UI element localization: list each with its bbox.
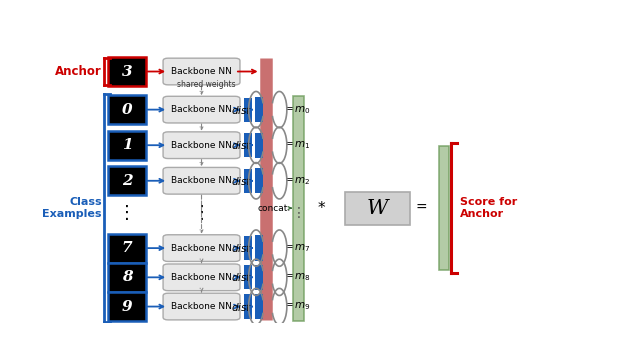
Text: $= m_8$: $= m_8$	[282, 272, 311, 283]
FancyBboxPatch shape	[108, 57, 146, 86]
Text: $dist$: $dist$	[231, 175, 252, 187]
Text: $dist$: $dist$	[231, 242, 252, 254]
Text: Backbone NN: Backbone NN	[171, 273, 232, 282]
Bar	[255, 97, 262, 122]
FancyBboxPatch shape	[108, 95, 146, 124]
Bar	[255, 132, 262, 158]
Text: shared weights: shared weights	[177, 80, 236, 89]
Text: $= m_0$: $= m_0$	[282, 104, 311, 115]
Text: 9: 9	[122, 299, 132, 314]
FancyBboxPatch shape	[163, 58, 240, 85]
Text: $= m_7$: $= m_7$	[282, 242, 311, 254]
Text: $= m_2$: $= m_2$	[282, 175, 311, 187]
Bar	[244, 265, 252, 289]
Text: Backbone NN: Backbone NN	[171, 244, 232, 253]
Text: $dist$: $dist$	[231, 301, 252, 313]
Text: ⋮: ⋮	[193, 204, 211, 221]
Bar	[244, 236, 252, 260]
Text: Score for
Anchor: Score for Anchor	[460, 197, 517, 219]
Text: $= m_1$: $= m_1$	[282, 139, 311, 151]
Bar	[438, 146, 449, 270]
Text: ⋮: ⋮	[118, 204, 136, 221]
Bar	[255, 294, 262, 319]
Text: Backbone NN: Backbone NN	[171, 141, 232, 150]
Text: Backbone NN: Backbone NN	[171, 302, 232, 311]
FancyBboxPatch shape	[108, 166, 146, 195]
Bar	[255, 265, 262, 290]
Bar	[244, 294, 252, 319]
Text: Anchor: Anchor	[55, 65, 102, 78]
Bar	[244, 98, 252, 122]
Text: 0: 0	[122, 103, 132, 117]
Bar	[292, 96, 304, 321]
Text: *: *	[317, 201, 325, 216]
FancyBboxPatch shape	[163, 264, 240, 291]
Text: =: =	[415, 201, 427, 215]
FancyBboxPatch shape	[163, 132, 240, 159]
FancyBboxPatch shape	[163, 235, 240, 261]
Text: ⋮: ⋮	[291, 205, 305, 220]
Text: W: W	[367, 199, 388, 217]
Text: $= m_9$: $= m_9$	[282, 301, 311, 313]
Bar	[255, 168, 262, 193]
Text: $dist$: $dist$	[231, 271, 252, 284]
Text: 2: 2	[122, 174, 132, 188]
Bar	[244, 169, 252, 193]
Bar	[255, 236, 262, 261]
FancyBboxPatch shape	[163, 96, 240, 123]
Text: Backbone NN: Backbone NN	[171, 176, 232, 185]
FancyBboxPatch shape	[108, 234, 146, 262]
FancyBboxPatch shape	[108, 131, 146, 160]
Text: Backbone NN: Backbone NN	[171, 105, 232, 114]
Bar	[262, 60, 270, 83]
FancyBboxPatch shape	[163, 167, 240, 194]
FancyBboxPatch shape	[346, 192, 410, 225]
Text: 8: 8	[122, 270, 132, 284]
Text: Class
Examples: Class Examples	[42, 197, 102, 219]
Text: concat.: concat.	[257, 204, 291, 213]
FancyBboxPatch shape	[163, 293, 240, 320]
FancyBboxPatch shape	[108, 263, 146, 292]
Text: 3: 3	[122, 65, 132, 78]
Text: 1: 1	[122, 138, 132, 152]
Text: $dist$: $dist$	[231, 139, 252, 151]
Text: 7: 7	[122, 241, 132, 255]
FancyBboxPatch shape	[108, 292, 146, 321]
Text: $dist$: $dist$	[231, 103, 252, 116]
Bar	[244, 133, 252, 157]
Text: Backbone NN: Backbone NN	[171, 67, 232, 76]
